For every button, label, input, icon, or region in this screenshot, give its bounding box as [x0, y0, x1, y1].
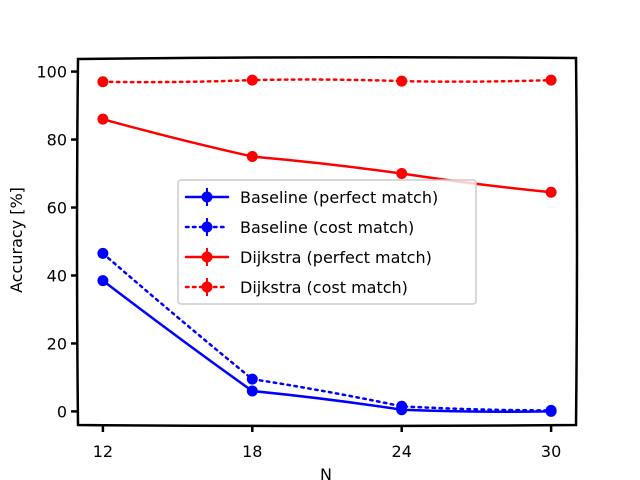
- legend-box: [177, 179, 477, 305]
- series-line: [101, 78, 553, 84]
- data-point: [246, 74, 258, 86]
- legend-entry: Dijkstra (cost match): [184, 278, 408, 297]
- y-axis-label: Accuracy [%]: [7, 187, 26, 293]
- legend-marker: [201, 221, 213, 233]
- data-point: [545, 404, 557, 416]
- y-tick-label: 100: [36, 63, 67, 82]
- data-point: [396, 400, 408, 412]
- data-point: [246, 385, 258, 397]
- x-tick-label: 18: [242, 442, 262, 461]
- series-3: [97, 74, 557, 88]
- x-axis: 12 18 24 30: [93, 425, 561, 461]
- legend-entry: Dijkstra (perfect match): [184, 248, 432, 267]
- data-point: [396, 168, 408, 180]
- series-line: [101, 279, 553, 413]
- x-tick-label: 24: [392, 442, 412, 461]
- y-tick-label: 40: [47, 266, 67, 285]
- data-point: [97, 76, 109, 88]
- series-1: [97, 247, 557, 416]
- x-tick-label: 30: [541, 442, 561, 461]
- y-axis: 0 20 40 60 80 100: [36, 63, 78, 421]
- y-tick-label: 80: [47, 131, 67, 150]
- data-point: [97, 275, 109, 287]
- data-point: [545, 74, 557, 86]
- data-point: [545, 186, 557, 198]
- data-point: [97, 247, 109, 259]
- x-axis-label: N: [320, 465, 332, 480]
- data-point: [396, 75, 408, 87]
- y-tick-label: 60: [47, 199, 67, 218]
- data-point: [246, 373, 258, 385]
- legend-label: Baseline (perfect match): [240, 188, 438, 207]
- legend-label: Dijkstra (perfect match): [240, 248, 432, 267]
- legend: Baseline (perfect match) Baseline (cost m…: [177, 179, 477, 305]
- data-point: [97, 113, 109, 125]
- y-tick-label: 0: [57, 402, 67, 421]
- series-layer: [97, 74, 557, 417]
- plot-border: [75, 55, 579, 428]
- legend-entry: Baseline (cost match): [184, 218, 414, 237]
- data-point: [246, 151, 258, 163]
- legend-marker: [201, 191, 213, 203]
- plot-frame: [75, 55, 579, 428]
- legend-entry: Baseline (perfect match): [184, 188, 438, 207]
- legend-marker: [201, 281, 213, 293]
- x-tick-label: 12: [93, 442, 113, 461]
- legend-label: Dijkstra (cost match): [240, 278, 408, 297]
- series-line: [101, 252, 553, 412]
- legend-label: Baseline (cost match): [240, 218, 414, 237]
- y-tick-label: 20: [47, 334, 67, 353]
- legend-marker: [201, 251, 213, 263]
